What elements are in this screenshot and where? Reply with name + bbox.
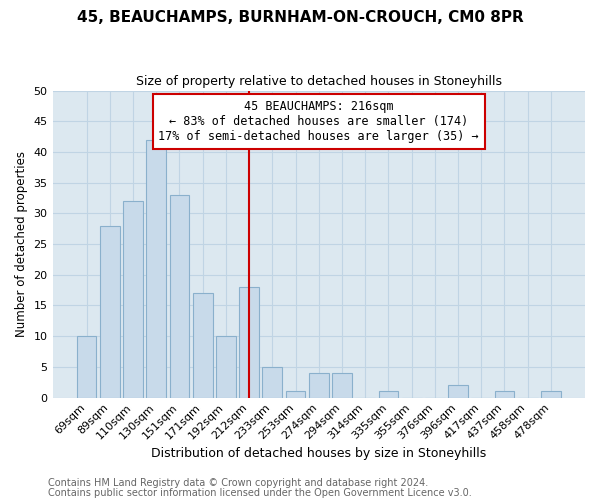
Title: Size of property relative to detached houses in Stoneyhills: Size of property relative to detached ho… — [136, 75, 502, 88]
Text: 45 BEAUCHAMPS: 216sqm
← 83% of detached houses are smaller (174)
17% of semi-det: 45 BEAUCHAMPS: 216sqm ← 83% of detached … — [158, 100, 479, 143]
Text: Contains public sector information licensed under the Open Government Licence v3: Contains public sector information licen… — [48, 488, 472, 498]
Bar — [332, 373, 352, 398]
Y-axis label: Number of detached properties: Number of detached properties — [15, 151, 28, 337]
Bar — [146, 140, 166, 398]
Text: Contains HM Land Registry data © Crown copyright and database right 2024.: Contains HM Land Registry data © Crown c… — [48, 478, 428, 488]
Bar — [494, 392, 514, 398]
Text: 45, BEAUCHAMPS, BURNHAM-ON-CROUCH, CM0 8PR: 45, BEAUCHAMPS, BURNHAM-ON-CROUCH, CM0 8… — [77, 10, 523, 25]
Bar — [193, 293, 212, 398]
Bar — [448, 386, 468, 398]
Bar — [541, 392, 561, 398]
Bar — [123, 201, 143, 398]
Bar — [262, 367, 282, 398]
Bar — [286, 392, 305, 398]
Bar — [77, 336, 97, 398]
Bar — [379, 392, 398, 398]
Bar — [309, 373, 329, 398]
Bar — [170, 195, 190, 398]
X-axis label: Distribution of detached houses by size in Stoneyhills: Distribution of detached houses by size … — [151, 447, 487, 460]
Bar — [100, 226, 119, 398]
Bar — [216, 336, 236, 398]
Bar — [239, 287, 259, 398]
